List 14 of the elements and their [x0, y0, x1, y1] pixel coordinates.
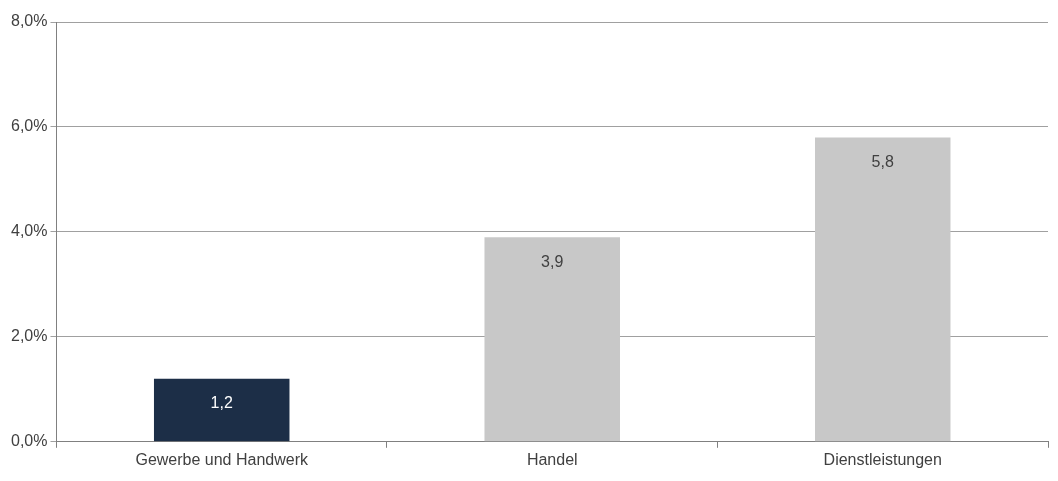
y-tick-label: 8,0% [11, 12, 48, 30]
bar [484, 237, 620, 442]
data-label: 3,9 [541, 252, 564, 270]
x-tick-label: Handel [526, 450, 578, 468]
y-tick-label: 6,0% [11, 117, 48, 135]
x-tick-label: Gewerbe und Handwerk [135, 450, 309, 468]
data-label: 1,2 [210, 394, 233, 412]
y-tick-label: 0,0% [11, 432, 48, 450]
x-tick-label: Dienstleistungen [823, 450, 942, 468]
data-label: 5,8 [871, 152, 894, 170]
bar [153, 378, 290, 442]
bar [814, 137, 951, 442]
y-tick-label: 2,0% [11, 327, 48, 345]
y-tick-label: 4,0% [11, 222, 48, 240]
